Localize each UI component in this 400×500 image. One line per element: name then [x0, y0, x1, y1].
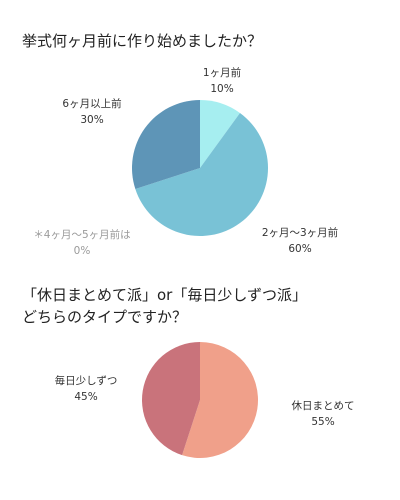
slice-label: 6ヶ月以上前: [62, 97, 121, 110]
slice-value-label: 0%: [74, 245, 91, 257]
slice-label: ＊4ヶ月〜5ヶ月前は: [33, 228, 130, 241]
chart2-title-line2: どちらのタイプですか？: [22, 308, 188, 326]
slice-value-label: 45%: [74, 391, 97, 403]
slice-label: 1ヶ月前: [203, 66, 241, 79]
slice-label: 休日まとめて: [292, 400, 355, 412]
slice-value-label: 60%: [288, 243, 311, 255]
pie-chart-style: 休日まとめて 55% 毎日少しずつ 45%: [55, 342, 355, 458]
chart1-title: 挙式何ヶ月前に作り始めましたか？: [22, 32, 263, 50]
pie-slice: [142, 342, 200, 456]
chart2-title-line1: 「休日まとめて派」or「毎日少しずつ派」: [22, 286, 308, 304]
pie-chart-timing: 1ヶ月前 10% 2ヶ月〜3ヶ月前 60% ＊4ヶ月〜5ヶ月前は 0% 6ヶ月以上前 30%: [33, 66, 338, 257]
slice-value-label: 10%: [210, 83, 233, 95]
pie-slice: [182, 342, 259, 458]
pie-slice: [200, 100, 240, 168]
pie-slice: [135, 112, 269, 237]
slice-value-label: 55%: [311, 416, 334, 428]
slice-value-label: 30%: [80, 114, 103, 126]
pie-slice: [132, 100, 200, 190]
slice-label: 毎日少しずつ: [55, 374, 118, 387]
slice-label: 2ヶ月〜3ヶ月前: [262, 226, 338, 239]
